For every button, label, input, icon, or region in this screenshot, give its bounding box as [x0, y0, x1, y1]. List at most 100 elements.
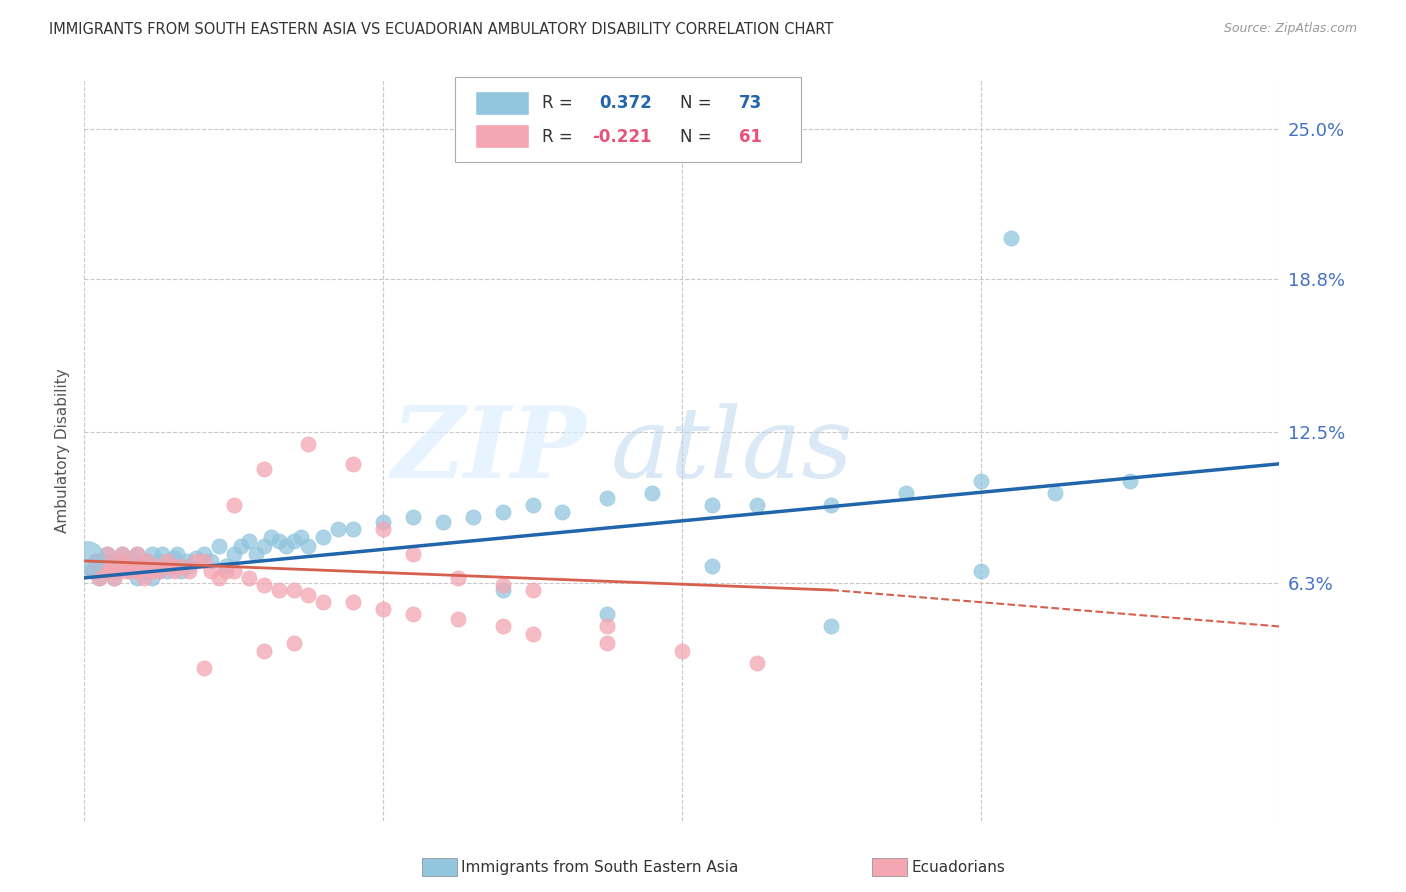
- Point: [342, 522, 364, 536]
- Point: [100, 554, 122, 568]
- Point: [328, 522, 350, 536]
- Point: [283, 636, 305, 650]
- Point: [596, 607, 619, 622]
- Point: [89, 571, 111, 585]
- Point: [111, 554, 134, 568]
- Point: [177, 558, 200, 573]
- Point: [297, 588, 319, 602]
- Point: [111, 547, 134, 561]
- Point: [274, 539, 297, 553]
- Point: [186, 551, 208, 566]
- Point: [200, 564, 222, 578]
- Text: R =: R =: [543, 95, 578, 112]
- Point: [115, 558, 138, 573]
- Point: [260, 530, 283, 544]
- Point: [492, 505, 515, 519]
- Point: [238, 534, 260, 549]
- Point: [96, 547, 118, 561]
- Point: [283, 582, 305, 597]
- Point: [132, 571, 156, 585]
- Point: [894, 486, 917, 500]
- Point: [253, 644, 276, 658]
- Bar: [475, 124, 529, 148]
- Point: [222, 498, 245, 512]
- Point: [121, 564, 143, 578]
- Point: [103, 571, 125, 585]
- Text: IMMIGRANTS FROM SOUTH EASTERN ASIA VS ECUADORIAN AMBULATORY DISABILITY CORRELATI: IMMIGRANTS FROM SOUTH EASTERN ASIA VS EC…: [49, 22, 834, 37]
- Point: [745, 498, 768, 512]
- Point: [1000, 231, 1022, 245]
- Point: [492, 619, 515, 633]
- Point: [89, 571, 111, 585]
- Point: [312, 595, 335, 609]
- Point: [103, 571, 125, 585]
- Point: [222, 564, 245, 578]
- Point: [80, 564, 103, 578]
- Point: [193, 547, 215, 561]
- Point: [461, 510, 484, 524]
- Text: N =: N =: [679, 95, 717, 112]
- Point: [186, 554, 208, 568]
- Text: atlas: atlas: [610, 403, 853, 498]
- Point: [253, 461, 276, 475]
- Point: [297, 437, 319, 451]
- Point: [596, 491, 619, 505]
- Point: [253, 578, 276, 592]
- Point: [641, 486, 664, 500]
- Text: Source: ZipAtlas.com: Source: ZipAtlas.com: [1223, 22, 1357, 36]
- Point: [125, 564, 148, 578]
- Point: [129, 558, 152, 573]
- Point: [215, 558, 238, 573]
- Point: [148, 564, 170, 578]
- Point: [820, 619, 842, 633]
- Point: [91, 558, 114, 573]
- Point: [111, 547, 134, 561]
- Point: [1119, 474, 1142, 488]
- Point: [970, 474, 993, 488]
- Point: [118, 558, 141, 573]
- Point: [522, 582, 544, 597]
- Bar: [475, 91, 529, 115]
- Point: [80, 564, 103, 578]
- Point: [100, 558, 122, 573]
- Point: [245, 547, 267, 561]
- Point: [402, 547, 425, 561]
- Point: [373, 602, 395, 616]
- Point: [215, 564, 238, 578]
- Point: [121, 551, 143, 566]
- Point: [342, 595, 364, 609]
- Point: [129, 558, 152, 573]
- Point: [596, 636, 619, 650]
- Point: [671, 644, 693, 658]
- Point: [297, 539, 319, 553]
- Point: [447, 571, 470, 585]
- Point: [290, 530, 312, 544]
- Point: [111, 554, 134, 568]
- Point: [820, 498, 842, 512]
- Point: [174, 554, 197, 568]
- Point: [551, 505, 574, 519]
- Point: [170, 564, 193, 578]
- Text: ZIP: ZIP: [391, 402, 586, 499]
- Point: [402, 510, 425, 524]
- Point: [115, 564, 138, 578]
- Point: [125, 547, 148, 561]
- Point: [148, 564, 170, 578]
- Y-axis label: Ambulatory Disability: Ambulatory Disability: [55, 368, 70, 533]
- Point: [1045, 486, 1067, 500]
- Point: [283, 534, 305, 549]
- Point: [155, 554, 177, 568]
- Text: 0.372: 0.372: [599, 95, 652, 112]
- Point: [522, 626, 544, 640]
- Point: [342, 457, 364, 471]
- Text: R =: R =: [543, 128, 578, 145]
- Point: [373, 522, 395, 536]
- Point: [141, 571, 163, 585]
- Point: [208, 571, 231, 585]
- Point: [177, 564, 200, 578]
- Point: [163, 564, 186, 578]
- Text: -0.221: -0.221: [592, 128, 652, 145]
- Text: 73: 73: [740, 95, 762, 112]
- Point: [402, 607, 425, 622]
- Point: [103, 558, 125, 573]
